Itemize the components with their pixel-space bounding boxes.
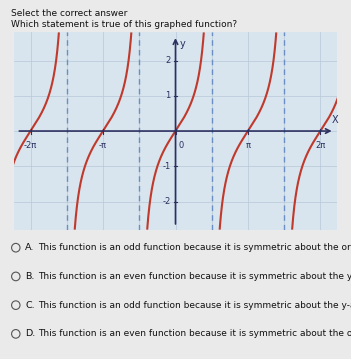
Text: A.: A. <box>25 243 35 252</box>
Text: -1: -1 <box>162 162 171 171</box>
Text: π: π <box>245 141 251 150</box>
Text: C.: C. <box>25 300 35 310</box>
Text: This function is an odd function because it is symmetric about the y-axis.: This function is an odd function because… <box>38 300 351 310</box>
Text: -2π: -2π <box>24 141 37 150</box>
Text: Which statement is true of this graphed function?: Which statement is true of this graphed … <box>11 20 237 29</box>
Text: This function is an odd function because it is symmetric about the origin.: This function is an odd function because… <box>38 243 351 252</box>
Text: y: y <box>180 39 185 49</box>
Text: This function is an even function because it is symmetric about the origin.: This function is an even function becaus… <box>38 329 351 339</box>
Text: 2π: 2π <box>315 141 325 150</box>
Text: -2: -2 <box>162 197 171 206</box>
Text: X: X <box>332 115 339 125</box>
Text: -π: -π <box>99 141 107 150</box>
Text: D.: D. <box>25 329 35 339</box>
Text: Select the correct answer: Select the correct answer <box>11 9 127 18</box>
Text: 2: 2 <box>165 56 171 65</box>
Text: 1: 1 <box>165 91 171 100</box>
Text: This function is an even function because it is symmetric about the y-axis.: This function is an even function becaus… <box>38 272 351 281</box>
Text: 0: 0 <box>179 141 184 150</box>
Text: B.: B. <box>25 272 35 281</box>
